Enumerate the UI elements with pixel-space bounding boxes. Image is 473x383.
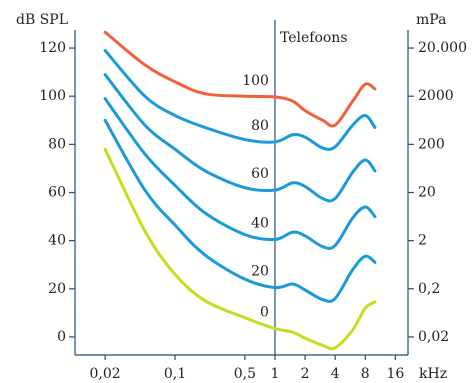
contour-line <box>103 118 377 303</box>
contour-line <box>103 48 377 151</box>
y2-tick-label: 0,02 <box>418 329 449 345</box>
x-axis-label: kHz <box>419 366 447 382</box>
contour-label: 20 <box>251 264 269 280</box>
x-tick-label: 16 <box>386 366 404 382</box>
x-tick-label: 8 <box>361 366 370 382</box>
y-tick-label: 40 <box>48 233 66 249</box>
y-axis-label: dB SPL <box>16 12 68 28</box>
contour-label: 100 <box>242 73 269 89</box>
y2-tick-label: 20.000 <box>418 40 467 56</box>
x-tick-label: 0,02 <box>90 366 121 382</box>
y2-tick-label: 200 <box>418 136 445 152</box>
contour-line <box>103 30 377 128</box>
x-tick-label: 1 <box>271 366 280 382</box>
x-tick-label: 0,1 <box>164 366 186 382</box>
y-tick-label: 0 <box>57 329 66 345</box>
y-tick-label: 100 <box>39 88 66 104</box>
y2-tick-label: 20 <box>418 184 436 200</box>
x-tick-label: 2 <box>301 366 310 382</box>
contour-label: 40 <box>251 215 269 231</box>
y-tick-label: 20 <box>48 281 66 297</box>
y-tick-label: 80 <box>48 136 66 152</box>
y2-tick-label: 2000 <box>418 88 454 104</box>
y2-tick-label: 0,2 <box>418 281 440 297</box>
contour-label: 60 <box>251 166 269 182</box>
y2-tick-label: 2 <box>418 233 427 249</box>
y-tick-label: 60 <box>48 185 66 201</box>
y-tick-label: 120 <box>39 40 66 56</box>
y2-axis-label: mPa <box>416 12 446 28</box>
contour-label: 80 <box>251 118 269 134</box>
contour-line <box>103 97 377 250</box>
legend-title: Telefoons <box>280 30 348 46</box>
contour-label: 0 <box>260 305 269 321</box>
x-tick-label: 0,5 <box>234 366 256 382</box>
contour-line <box>103 73 377 203</box>
x-tick-label: 4 <box>331 366 340 382</box>
contour-line <box>103 147 377 351</box>
